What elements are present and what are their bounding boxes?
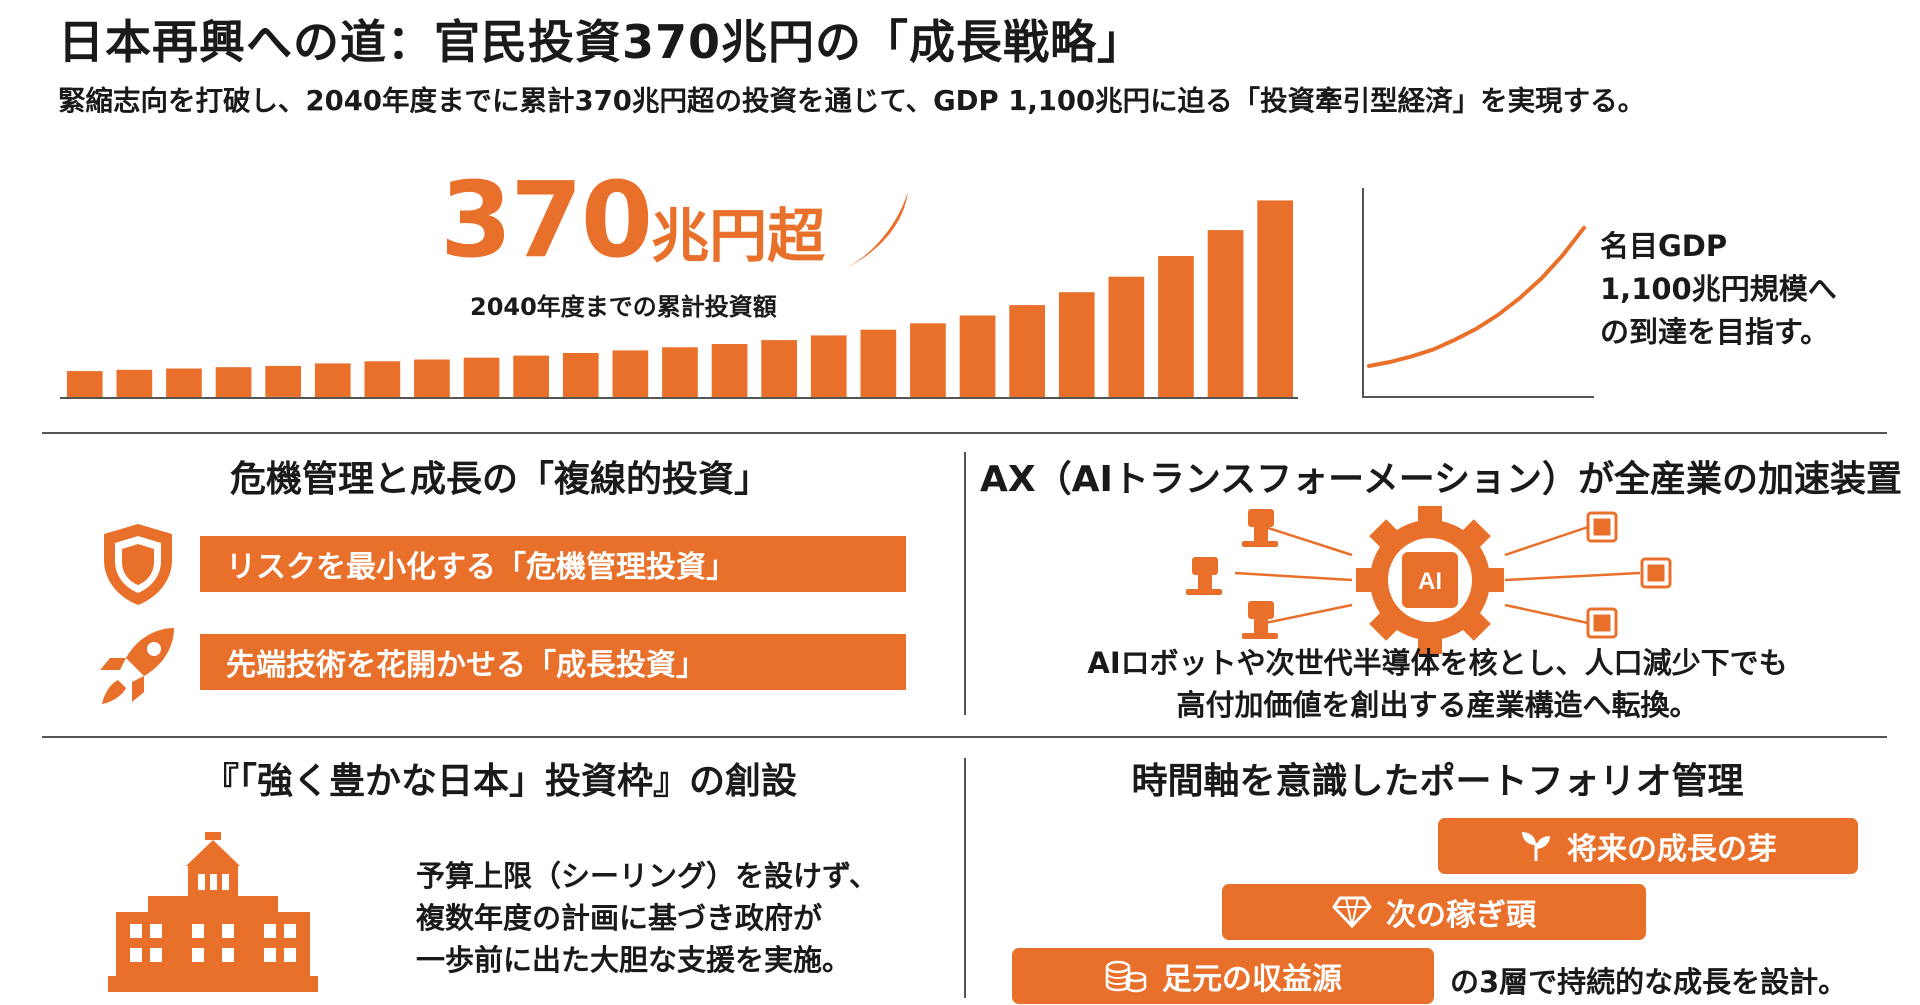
portfolio-caption: の3層で持続的な成長を設計。 [1450, 965, 1848, 999]
fund-description-line-1: 予算上限（シーリング）を設けず、 [416, 859, 878, 893]
robot-icon [1242, 509, 1278, 547]
gdp-line-2: 1,100兆円規模へ [1600, 272, 1837, 306]
investment-bar [959, 315, 996, 397]
portfolio-tier-current-label: 足元の収益源 [1162, 962, 1342, 997]
chip-icon [1586, 607, 1618, 639]
investment-bar [1058, 292, 1095, 397]
ax-diagram: AI [1186, 506, 1672, 654]
gdp-chart-y-axis [1362, 188, 1364, 398]
portfolio-tier-future: 将来の成長の芽 [1438, 818, 1858, 874]
investment-bar [166, 368, 202, 397]
divider-vertical-lower [964, 758, 966, 998]
upward-swoosh-icon [838, 192, 908, 272]
divider-middle [42, 736, 1887, 738]
investment-bar [810, 335, 847, 397]
ai-gear-icon: AI [1356, 506, 1504, 654]
page-title: 日本再興への道：官民投資370兆円の「成長戦略」 [58, 15, 1145, 69]
gdp-line-3: の到達を目指す。 [1600, 315, 1830, 349]
diamond-icon [1332, 896, 1372, 928]
investment-total-figure: 370兆円超 [440, 168, 825, 272]
robot-icon [1186, 557, 1222, 595]
investment-bar [711, 344, 748, 397]
ai-gear-label: AI [1418, 568, 1442, 595]
investment-bar [414, 359, 450, 397]
gdp-growth-line [1367, 225, 1586, 368]
gdp-line-1: 名目GDP [1600, 229, 1728, 263]
gdp-line-chart [1367, 225, 1586, 368]
investment-bar [612, 350, 649, 397]
rocket-icon [100, 628, 174, 704]
investment-bar [860, 329, 897, 397]
investment-total-number: 370 [440, 159, 653, 281]
coins-icon [1105, 960, 1147, 993]
investment-bar [1158, 256, 1194, 397]
dual-investment-title: 危機管理と成長の「複線的投資」 [229, 459, 770, 500]
connector-lines [1234, 525, 1641, 625]
divider-top [42, 432, 1887, 434]
investment-bar [265, 365, 301, 397]
fund-title: 『「強く豊かな日本」投資枠』の創設 [202, 761, 797, 802]
investment-bar [910, 323, 946, 397]
investment-bar [215, 367, 252, 397]
crisis-investment-label: リスクを最小化する「危機管理投資」 [200, 536, 906, 592]
investment-bar [364, 361, 401, 397]
investment-bar [1009, 305, 1045, 397]
investment-bar [66, 371, 103, 397]
government-building-icon [108, 832, 318, 992]
investment-total-caption: 2040年度までの累計投資額 [470, 293, 777, 321]
ax-description: AIロボットや次世代半導体を核とし、人口減少下でも 高付加価値を創出する産業構造… [980, 642, 1895, 726]
investment-bar [1207, 230, 1244, 397]
gdp-target-text: 名目GDP 1,100兆円規模へ の到達を目指す。 [1600, 225, 1837, 354]
investment-bar [513, 355, 549, 397]
chip-icon [1640, 557, 1672, 589]
investment-bar [1108, 276, 1145, 397]
ax-description-line-1: AIロボットや次世代半導体を核とし、人口減少下でも [1087, 646, 1788, 680]
investment-bar [116, 369, 153, 397]
fund-description-line-2: 複数年度の計画に基づき政府が [416, 901, 823, 935]
chip-icon [1586, 511, 1618, 543]
investment-total-unit: 兆円超 [651, 202, 826, 270]
portfolio-tier-current: 足元の収益源 [1012, 948, 1434, 1004]
investment-bar [314, 363, 351, 397]
shield-icon [104, 524, 172, 605]
page-subtitle: 緊縮志向を打破し、2040年度までに累計370兆円超の投資を通じて、GDP 1,… [58, 85, 1646, 117]
portfolio-tier-next-label: 次の稼ぎ頭 [1386, 898, 1536, 933]
portfolio-title: 時間軸を意識したポートフォリオ管理 [1131, 761, 1744, 802]
portfolio-tier-future-label: 将来の成長の芽 [1567, 832, 1777, 867]
bars-group [66, 200, 1293, 397]
divider-vertical-upper [964, 452, 966, 715]
fund-description-line-3: 一歩前に出た大胆な支援を実施。 [416, 943, 852, 977]
portfolio-tier-next: 次の稼ぎ頭 [1222, 884, 1646, 940]
investment-bar [761, 340, 797, 397]
gdp-chart-x-axis [1362, 396, 1594, 398]
fund-description: 予算上限（シーリング）を設けず、 複数年度の計画に基づき政府が 一歩前に出た大胆… [416, 855, 936, 981]
robot-icon [1242, 601, 1278, 639]
investment-bar [562, 353, 599, 397]
growth-investment-label: 先端技術を花開かせる「成長投資」 [200, 634, 906, 690]
investment-bar [662, 347, 698, 397]
ax-description-line-2: 高付加価値を創出する産業構造へ転換。 [1176, 688, 1699, 722]
investment-bar-chart [60, 200, 1298, 399]
ax-title: AX（AIトランスフォーメーション）が全産業の加速装置 [980, 459, 1902, 500]
sprout-icon [1522, 832, 1550, 861]
investment-bar [463, 357, 500, 397]
investment-bar [1257, 200, 1293, 397]
